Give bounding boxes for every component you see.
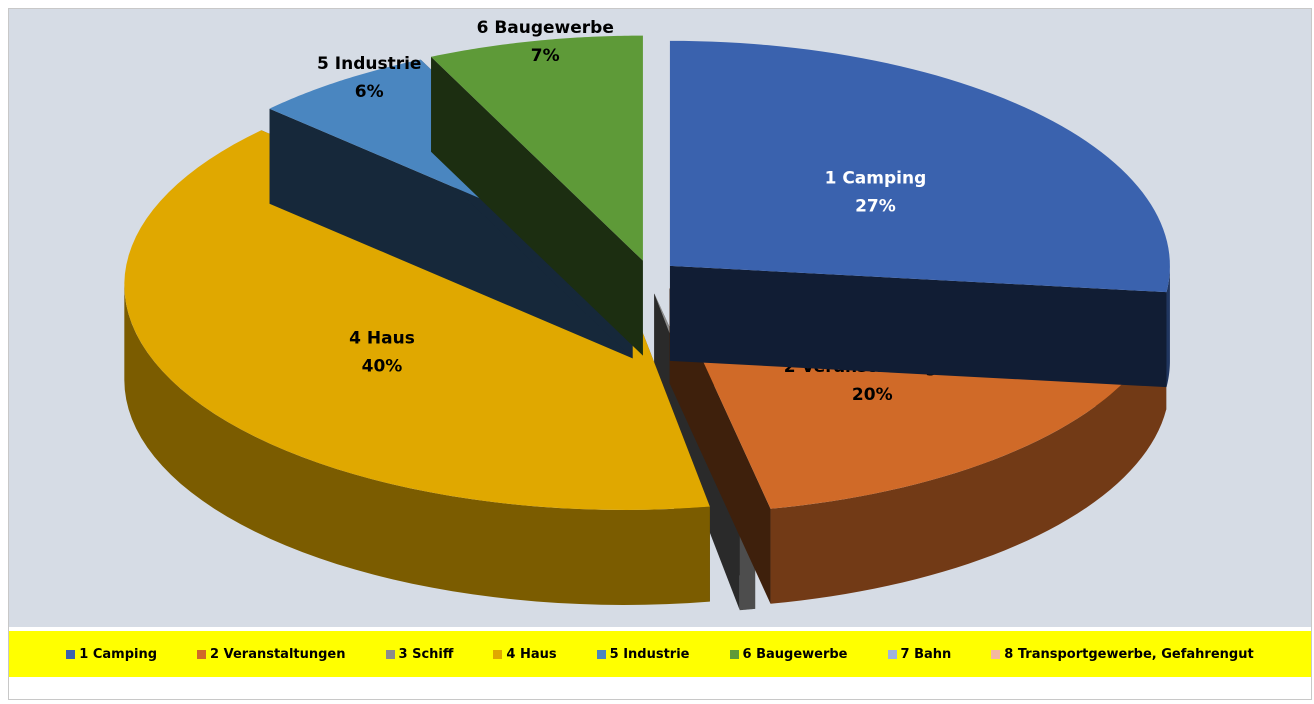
data-label-name: 6 Baugewerbe (477, 18, 614, 38)
slice-wall (269, 108, 633, 359)
slice-side (124, 284, 710, 605)
data-label-value: 7% (531, 46, 560, 66)
data-label-name: 4 Haus (349, 328, 415, 348)
slice-top (124, 130, 710, 510)
legend-item: 5 Industrie (596, 646, 690, 662)
legend-label: 4 Haus (506, 646, 557, 662)
legend-swatch (887, 649, 897, 659)
legend-item: 4 Haus (493, 646, 557, 662)
legend-item: 7 Bahn (887, 646, 952, 662)
slice-top (431, 35, 643, 261)
slice-wall (669, 288, 771, 604)
data-label-value: 27% (855, 197, 896, 217)
data-label-value: 6% (355, 82, 384, 102)
slice-top (669, 40, 1170, 293)
slice (669, 40, 1170, 388)
legend-swatch (729, 649, 739, 659)
data-label-name: 1 Camping (825, 169, 927, 189)
legend-swatch (66, 649, 76, 659)
legend-item: 6 Baugewerbe (729, 646, 848, 662)
legend-swatch (991, 649, 1001, 659)
legend-swatch (385, 649, 395, 659)
legend-item: 3 Schiff (385, 646, 454, 662)
slice-side (770, 314, 1167, 604)
data-label-name: 5 Industrie (317, 54, 421, 74)
legend-label: 8 Transportgewerbe, Gefahrengut (1004, 646, 1254, 662)
legend-label: 6 Baugewerbe (742, 646, 848, 662)
slice (431, 35, 643, 356)
legend-item: 2 Veranstaltungen (197, 646, 346, 662)
legend-item: 8 Transportgewerbe, Gefahrengut (991, 646, 1254, 662)
legend-label: 2 Veranstaltungen (210, 646, 346, 662)
legend-swatch (596, 649, 606, 659)
legend-label: 3 Schiff (398, 646, 454, 662)
legend-label: 5 Industrie (609, 646, 690, 662)
legend-item: 1 Camping (66, 647, 157, 662)
slice-wall (431, 56, 643, 356)
data-label-value: 40% (362, 356, 403, 376)
legend: 1 Camping 2 Veranstaltungen 3 Schiff 4 Haus… (9, 631, 1311, 677)
legend-label: 1 Camping (79, 646, 158, 662)
legend-label: 7 Bahn (900, 646, 952, 662)
legend-swatch (197, 649, 207, 659)
chart-frame: 2 Veranstaltungen 20% 4 Haus 40% 1 Camping 27… (8, 8, 1312, 700)
legend-swatch (493, 649, 503, 659)
slice-wall (669, 265, 1167, 388)
data-label-value: 20% (852, 385, 893, 405)
slice-side (1166, 265, 1170, 388)
